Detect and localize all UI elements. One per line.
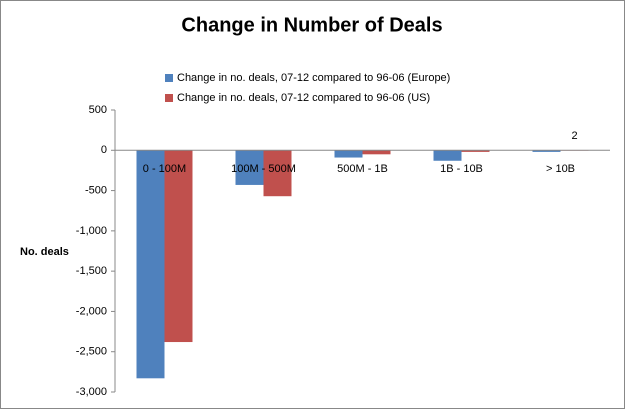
- bar: [433, 150, 462, 161]
- x-tick-label: > 10B: [546, 163, 575, 175]
- y-tick-label: 0: [101, 144, 107, 156]
- y-tick-label: -1,000: [76, 225, 107, 237]
- y-tick-label: 500: [89, 104, 107, 116]
- y-tick-label: -2,500: [76, 346, 107, 358]
- data-label: 2: [571, 130, 577, 142]
- y-tick-label: -3,000: [76, 386, 107, 398]
- x-tick-label: 0 - 100M: [143, 163, 186, 175]
- x-tick-label: 500M - 1B: [337, 163, 388, 175]
- y-tick-label: -2,000: [76, 305, 107, 317]
- legend-swatch: [165, 74, 173, 82]
- bar: [164, 150, 193, 343]
- bar: [532, 150, 561, 152]
- bar: [334, 150, 363, 158]
- bar: [235, 150, 264, 185]
- chart-title: Change in Number of Deals: [181, 14, 442, 36]
- x-tick-label: 1B - 10B: [440, 163, 483, 175]
- bar: [263, 150, 292, 197]
- x-tick-label: 100M - 500M: [231, 163, 296, 175]
- bar: [362, 150, 391, 155]
- y-tick-label: -500: [85, 184, 107, 196]
- bar: [136, 150, 165, 379]
- legend-swatch: [165, 94, 173, 102]
- legend-label: Change in no. deals, 07-12 compared to 9…: [177, 92, 430, 104]
- y-axis-title: No. deals: [20, 246, 69, 258]
- y-tick-label: -1,500: [76, 265, 107, 277]
- legend-label: Change in no. deals, 07-12 compared to 9…: [177, 72, 450, 84]
- bar: [461, 150, 490, 152]
